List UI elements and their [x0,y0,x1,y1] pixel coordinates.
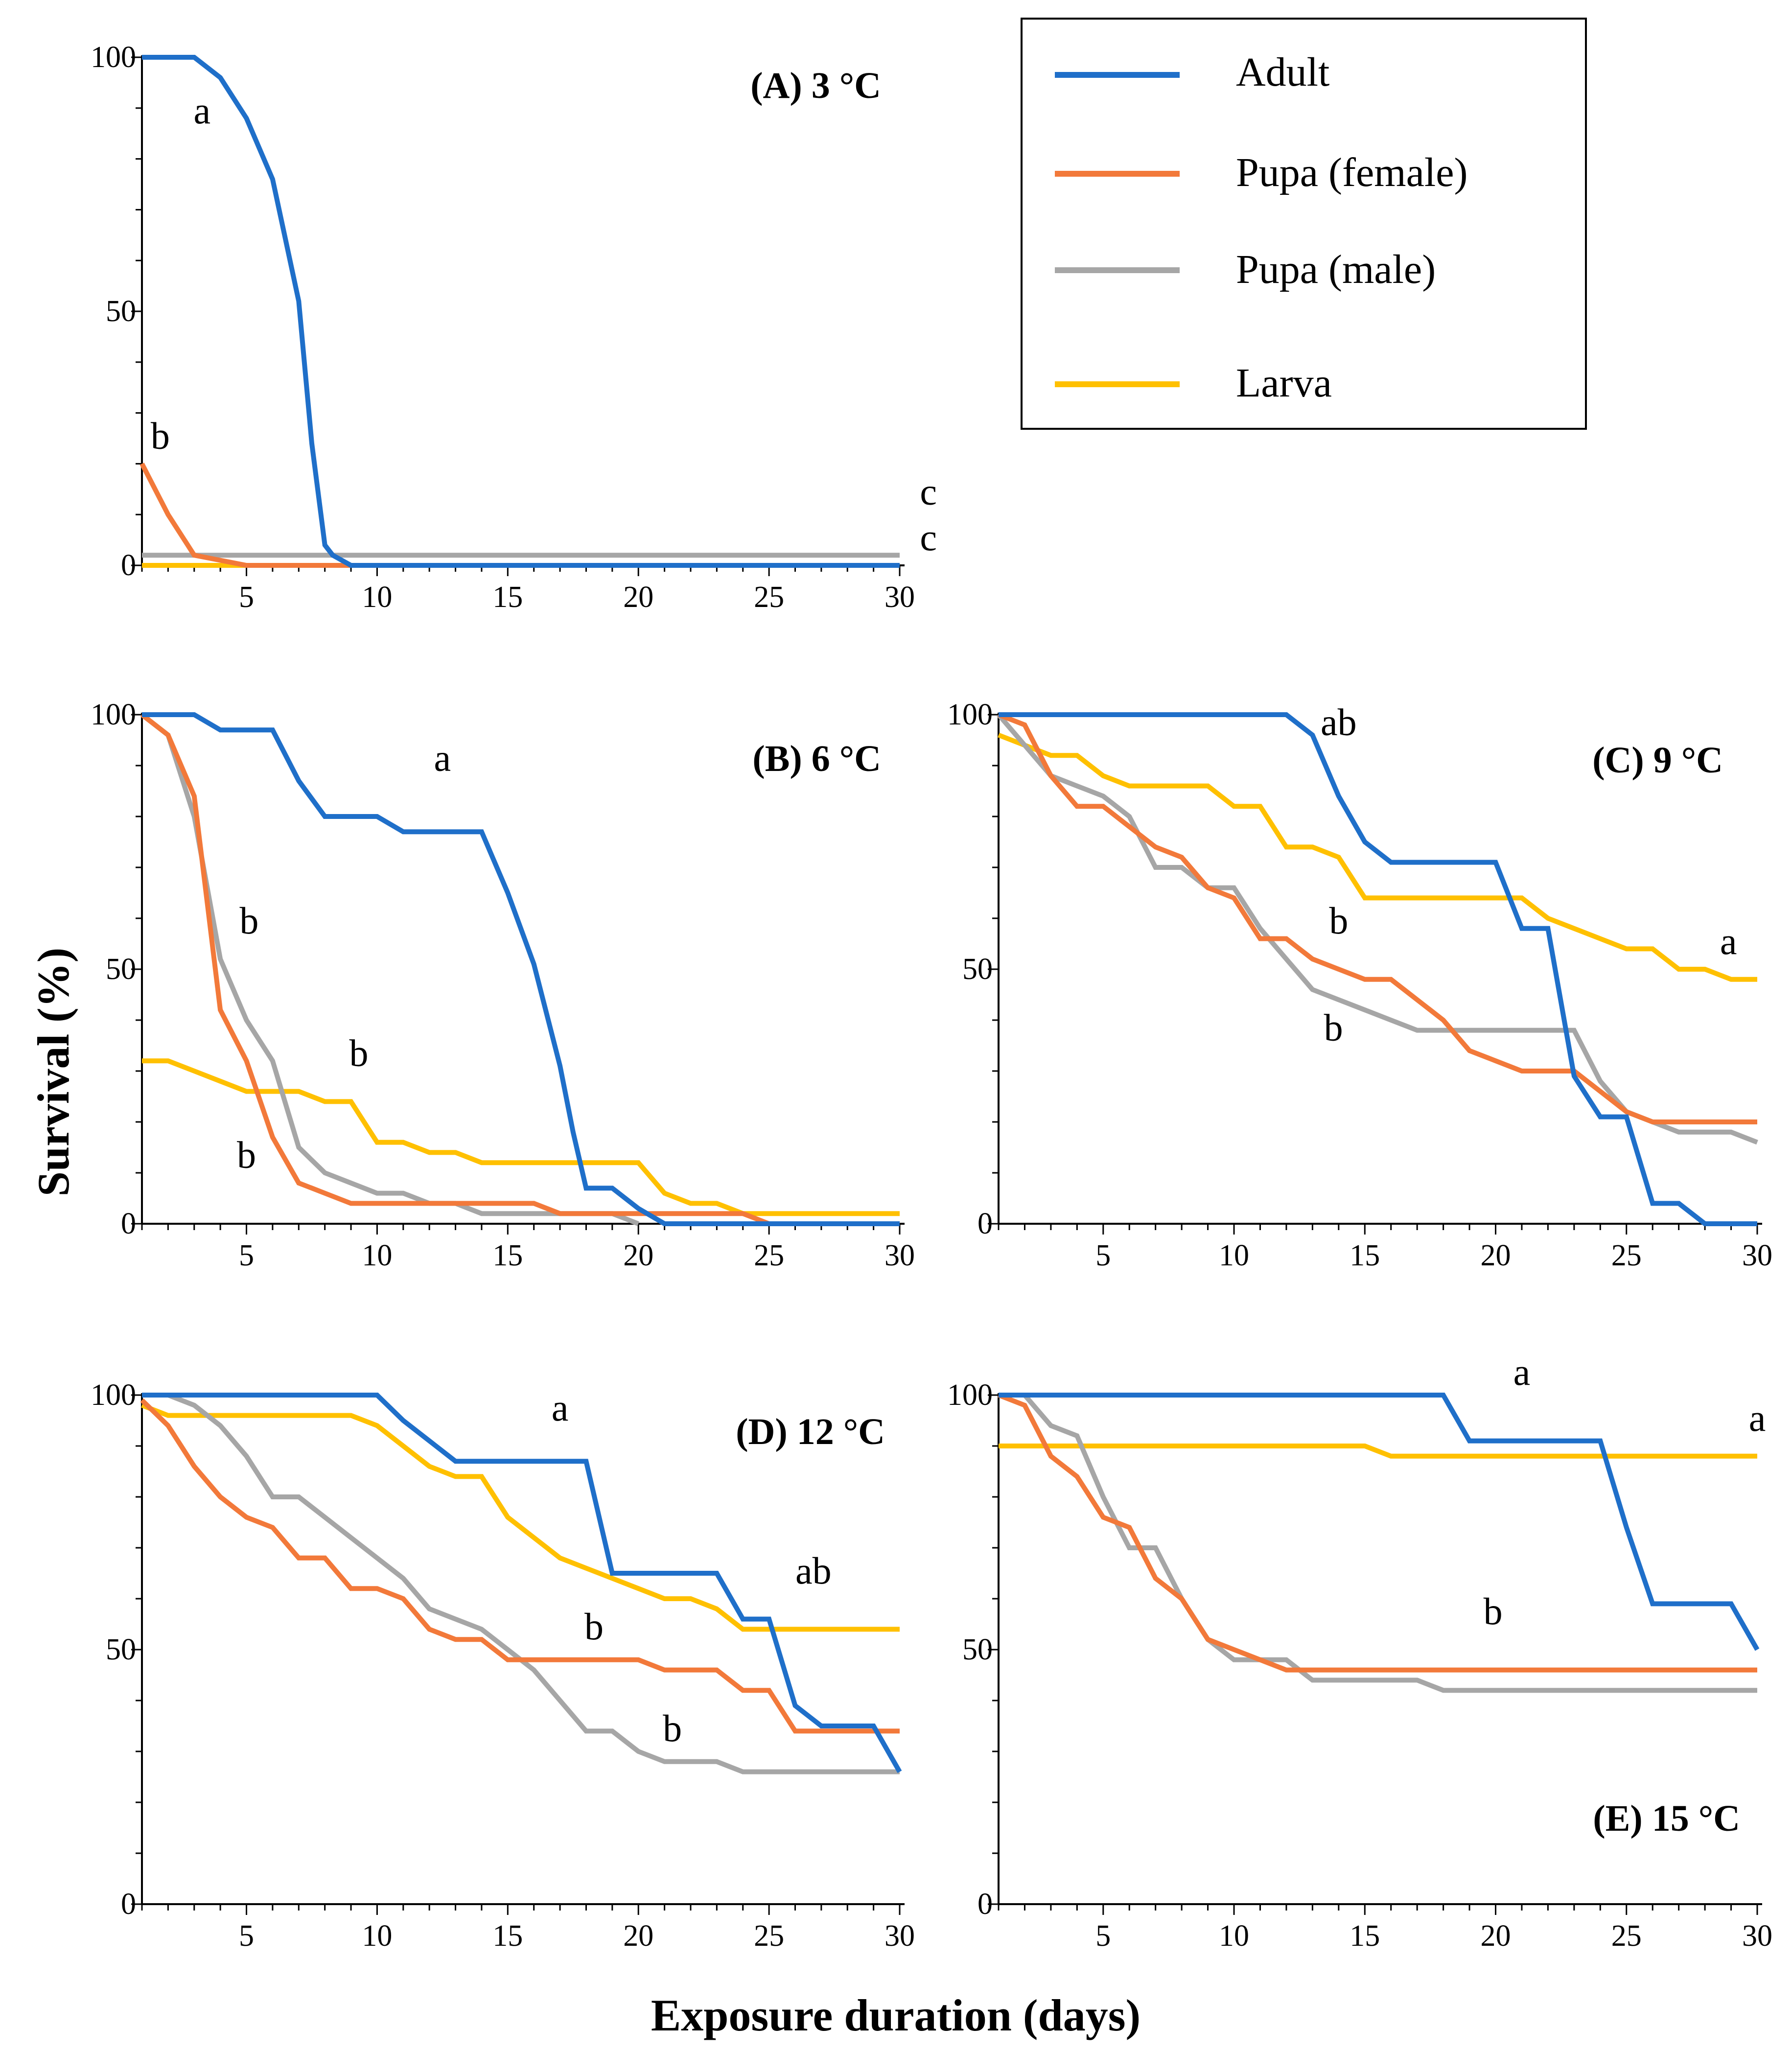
y-tick-label: 50 [106,1633,136,1666]
panel-title: (E) 15 °C [1593,1798,1740,1839]
y-tick-label: 0 [977,1888,993,1921]
y-axis-title: Survival (%) [28,948,78,1197]
panel-a-3c: 5 10 15 20 25 30 0 50 100 (A) 3 °C a b cc [91,41,937,614]
x-tick-label: 30 [1742,1919,1772,1953]
panel-d-12c: 5 10 15 20 25 30 0 50 100 (D) 12 °C a ab b b [91,1378,915,1953]
significance-letter: b [584,1605,604,1648]
x-tick-label: 25 [754,1239,784,1272]
series-line-pupa-female [140,1398,900,1734]
x-tick-label: 10 [1219,1919,1249,1953]
y-tick-label: 0 [121,1888,136,1921]
significance-letter: b [1484,1590,1503,1632]
series-line-adult [142,55,900,568]
series-line-pupa-female [140,713,770,1226]
significance-letter: b [239,899,258,942]
x-tick-label: 25 [1611,1239,1642,1272]
x-tick-label: 20 [623,1919,653,1953]
x-tick-label: 5 [1095,1239,1111,1272]
significance-letter: b [663,1707,682,1749]
y-tick-label: 50 [962,953,993,986]
x-tick-label: 30 [884,1919,915,1953]
panel-title: (B) 6 °C [752,738,881,779]
series-line-adult [999,1393,1760,1651]
x-tick-label: 20 [1481,1919,1511,1953]
x-tick-label: 5 [1095,1919,1111,1953]
series-line-adult [142,712,900,1226]
y-tick-label: 0 [977,1207,993,1240]
x-tick-label: 15 [492,581,523,614]
x-tick-label: 15 [1350,1919,1380,1953]
significance-letter: a [552,1386,569,1429]
significance-letter: b [1329,899,1348,942]
x-tick-label: 15 [1350,1239,1380,1272]
y-tick-label: 0 [121,1207,136,1240]
y-tick-label: 50 [106,295,136,328]
series-line-pupa-female [998,1393,1757,1673]
legend-label-adult: Adult [1236,49,1329,95]
x-tick-label: 20 [1481,1239,1511,1272]
x-tick-label: 20 [623,581,653,614]
y-tick-label: 100 [947,1378,993,1412]
series-line-larva [998,732,1757,982]
x-tick-label: 10 [362,581,392,614]
panel-b-6c: 5 10 15 20 25 30 0 50 100 (B) 6 °C a b b b [91,698,915,1272]
x-tick-label: 10 [362,1239,392,1272]
legend-box [1021,18,1587,430]
significance-letter: c [920,470,937,513]
y-tick-label: 50 [106,953,136,986]
series-line-pupa-male [999,1393,1757,1693]
significance-letter: b [237,1134,256,1176]
y-tick-label: 0 [121,549,136,582]
x-tick-label: 5 [239,1919,254,1953]
x-tick-label: 15 [492,1919,523,1953]
y-tick-label: 100 [91,698,136,731]
x-tick-label: 5 [239,581,254,614]
significance-letter: a [1749,1397,1766,1439]
x-tick-label: 20 [623,1239,653,1272]
series-line-adult [999,712,1757,1226]
significance-letter: ab [1321,701,1357,744]
series-line-pupa-female [998,712,1757,1124]
x-tick-label: 30 [1742,1239,1772,1272]
significance-letter: a [193,89,210,132]
significance-letter: ab [795,1549,832,1592]
y-tick-label: 100 [91,41,136,74]
significance-letter: c [920,516,937,559]
legend: Adult Pupa (female) Pupa (male) Larva [1021,18,1587,430]
significance-letter: b [349,1032,369,1074]
x-axis-title: Exposure duration (days) [651,1990,1140,2040]
x-tick-label: 25 [1611,1919,1642,1953]
x-tick-label: 30 [884,1239,915,1272]
panel-title: (C) 9 °C [1592,740,1723,781]
x-tick-label: 10 [362,1919,392,1953]
y-tick-label: 100 [91,1378,136,1412]
significance-letter: a [1720,920,1737,962]
series-line-larva [142,1058,900,1216]
significance-letter: a [434,736,451,779]
x-tick-label: 25 [754,581,784,614]
x-tick-label: 15 [492,1239,523,1272]
panel-c-9c: 5 10 15 20 25 30 0 50 100 (C) 9 °C ab b b a [947,698,1772,1272]
legend-label-pupa-male: Pupa (male) [1236,247,1436,292]
x-tick-label: 30 [884,581,915,614]
panel-title: (D) 12 °C [736,1411,885,1452]
panel-title: (A) 3 °C [750,65,881,106]
legend-label-larva: Larva [1236,360,1332,406]
significance-letter: a [1513,1351,1531,1393]
x-tick-label: 5 [239,1239,254,1272]
y-tick-label: 50 [962,1633,993,1666]
x-tick-label: 25 [754,1919,784,1953]
panel-e-15c: 5 10 15 20 25 30 0 50 100 (E) 15 °C a a b [947,1351,1772,1953]
series-line-adult [142,1393,902,1773]
significance-letter: b [1324,1006,1343,1049]
legend-label-pupa-female: Pupa (female) [1236,150,1467,195]
significance-letter: b [151,414,170,457]
x-tick-label: 10 [1219,1239,1249,1272]
y-tick-label: 100 [947,698,993,731]
series-line-larva [999,1444,1757,1459]
